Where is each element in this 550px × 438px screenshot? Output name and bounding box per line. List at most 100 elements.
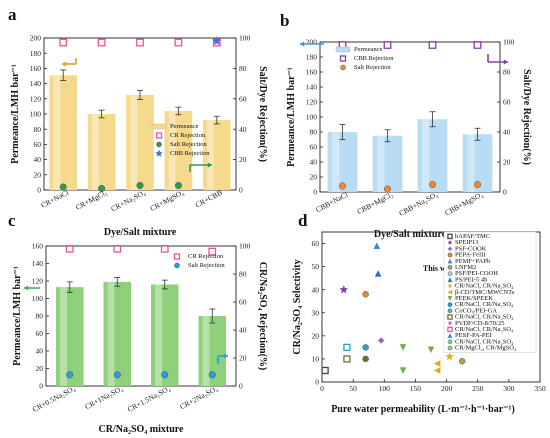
y-tick-label: 40	[312, 285, 320, 294]
y-tick-label: 20	[312, 331, 320, 340]
legend-marker	[447, 277, 453, 283]
legend-label: PEPA-FeIII	[455, 252, 485, 259]
legend-marker	[173, 253, 181, 260]
data-point	[136, 181, 144, 189]
data-point	[97, 38, 106, 47]
x-tick-label: 300	[503, 384, 515, 393]
x-tick-label: CR+2Na₂SO₄	[178, 384, 219, 412]
data-point	[362, 344, 369, 351]
data-point	[160, 244, 169, 253]
legend-label: CR/MgCl₂, CR/MgSO₄	[455, 345, 517, 352]
x-axis-label: CR/Na₂SO₄ mixture	[99, 424, 185, 435]
y2-tick-label: 40	[239, 125, 247, 134]
y-tick-label: 0	[37, 186, 41, 195]
legend-marker	[447, 345, 453, 351]
legend-marker	[447, 283, 453, 289]
legend-label: PS/PEI-5 4h	[455, 276, 488, 283]
legend-marker	[447, 233, 453, 240]
y-tick-label: 200	[30, 34, 42, 43]
legend-marker	[447, 320, 453, 326]
y-axis-label: Permeance/LMH bar⁻¹	[12, 266, 23, 366]
data-point	[399, 367, 407, 374]
data-point	[377, 337, 385, 344]
x-tick-label: 250	[472, 384, 484, 393]
data-point	[427, 346, 435, 354]
y2-axis-label: Salt/Dye Rejection(%)	[257, 66, 268, 162]
x-tick-label: CR+0.5Na₂SO₄	[31, 384, 77, 414]
y-tick-label: 120	[306, 98, 318, 107]
legend-label: CR/NaCl, CR/Na₂SO₄	[455, 326, 514, 333]
legend-marker	[447, 240, 453, 245]
data-point	[374, 270, 382, 277]
legend-marker	[447, 296, 453, 301]
legend-label: CR/NaCl, CR/Na₂SO₄	[455, 283, 514, 290]
legend-label: Permeance	[354, 46, 383, 53]
data-point	[113, 371, 121, 379]
x-tick-label: CBB+Na₂SO₄	[397, 190, 439, 218]
left-axis-arrow-head	[62, 61, 67, 67]
panel-label: a	[8, 5, 17, 24]
y-tick-label: 20	[36, 364, 44, 373]
data-point	[59, 183, 67, 191]
right-axis-arrow-head	[503, 59, 508, 65]
legend-label: PEMF+PAPb	[455, 258, 490, 265]
x-axis-label: Dye/Salt mixture	[374, 229, 447, 240]
panel-d: 0 50 100 150 200 250 300 350 0 10 20 30 40 50 60 This w…	[292, 211, 546, 415]
bar-shine	[130, 95, 138, 190]
data-point	[433, 367, 441, 374]
bar-shine	[332, 132, 340, 192]
data-point	[174, 181, 182, 189]
y-tick-label: 180	[306, 53, 318, 62]
y2-tick-label: 60	[239, 94, 247, 103]
data-point	[343, 355, 351, 363]
y-tick-label: 140	[306, 83, 318, 92]
panel-a: 0 20 40 60 80 100 120 140 160 180 200 0 20 40 60 80 100 C…	[8, 5, 268, 238]
plot-frame	[321, 231, 541, 383]
data-point	[66, 371, 74, 379]
y-tick-label: 200	[306, 38, 318, 47]
y-tick-label: 80	[36, 312, 44, 321]
y2-tick-label: 0	[239, 186, 243, 195]
left-axis-arrow-head	[300, 41, 305, 47]
x-tick-label: 0	[320, 384, 324, 393]
y-tick-label: 10	[312, 355, 320, 364]
bar-shine	[53, 75, 61, 190]
data-point	[174, 38, 183, 47]
panel-b: 0 20 40 60 80 100 120 140 160 180 200 0 20 40 60 80 100 C…	[280, 11, 532, 240]
data-point	[113, 244, 122, 253]
data-point	[458, 358, 466, 365]
bar-shine	[155, 284, 162, 386]
legend-label: CBB Rejection	[354, 55, 394, 62]
y-tick-label: 60	[34, 140, 42, 149]
x-tick-label: CR+CBB	[194, 188, 224, 210]
legend-marker	[156, 141, 162, 148]
x-tick-label: 150	[410, 384, 422, 393]
legend-label: CR/NaCl, CR/Na₂SO₄	[455, 338, 514, 345]
legend-label: β-CD/TMC/MWCNTs	[455, 289, 515, 296]
legend-label: CR Rejection	[188, 253, 224, 260]
legend-marker	[447, 252, 453, 258]
left-axis-arrow-head	[24, 285, 29, 291]
legend-label: Salt Rejection	[354, 64, 391, 71]
x-tick-label: CR+Na₂SO₄	[109, 188, 147, 214]
legend-label: CBB Rejection	[170, 150, 210, 157]
y-tick-label: 50	[312, 262, 320, 271]
legend-marker	[447, 314, 453, 320]
x-tick-label: CBB+MgSO₄	[443, 190, 485, 218]
y-tick-label: 100	[32, 294, 44, 303]
legend-label: PESF-PA-PEI	[455, 332, 492, 339]
bar-shine	[202, 316, 210, 386]
legend-marker	[447, 333, 453, 338]
y-tick-label: 160	[306, 68, 318, 77]
data-point	[383, 41, 392, 49]
data-point	[474, 181, 481, 188]
legend-marker	[339, 55, 347, 62]
y2-axis-label: CR/Na₂SO₄ Rejection(%)	[257, 262, 268, 370]
y-tick-label: 60	[36, 329, 44, 338]
bar	[87, 114, 116, 190]
bar	[103, 281, 132, 386]
y2-tick-label: 20	[239, 155, 247, 164]
y-tick-label: 80	[34, 125, 42, 134]
y2-tick-label: 60	[239, 298, 247, 307]
y2-tick-label: 0	[503, 188, 507, 197]
